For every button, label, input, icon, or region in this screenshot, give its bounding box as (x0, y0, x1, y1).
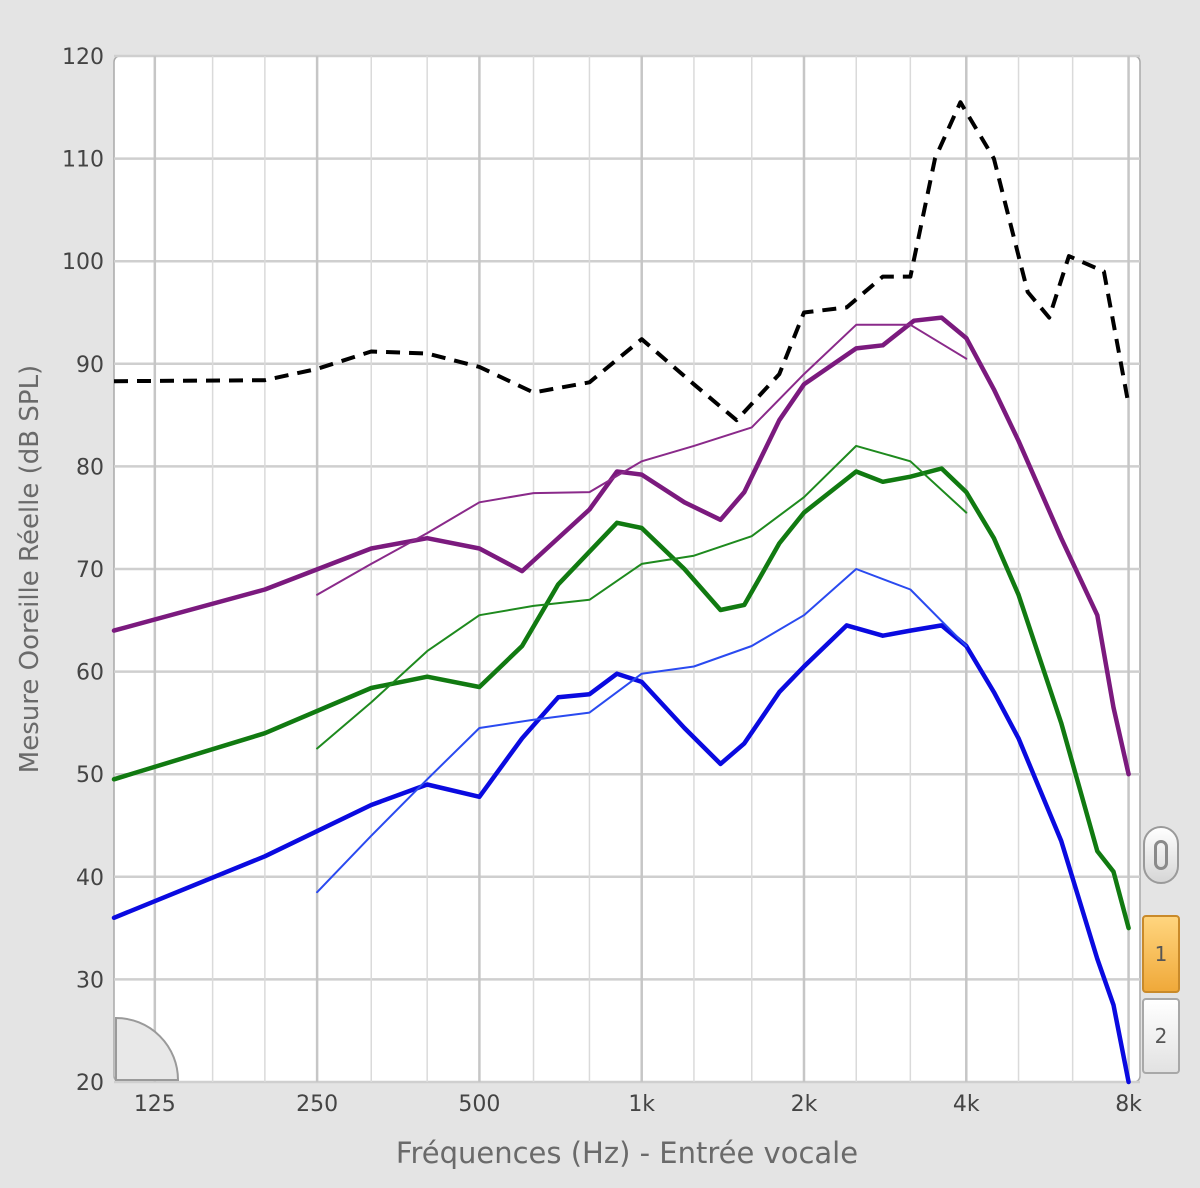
series-line-6 (111, 623, 1131, 1085)
y-tick-label: 110 (62, 148, 104, 173)
y-tick-label: 40 (76, 866, 104, 891)
y-tick-label: 90 (76, 353, 104, 378)
series-line-2 (111, 315, 1131, 777)
y-tick-label: 100 (62, 250, 104, 275)
series-line-3 (316, 323, 968, 596)
series-line-4 (111, 466, 1131, 931)
page-1-button[interactable]: 1 (1142, 915, 1180, 993)
series-line-7 (316, 568, 968, 894)
y-tick-label: 50 (76, 763, 104, 788)
y-tick-label: 20 (76, 1071, 104, 1096)
x-axis-title: Fréquences (Hz) - Entrée vocale (396, 1136, 858, 1170)
x-tick-label: 2k (791, 1092, 818, 1117)
series-line-1 (113, 100, 1131, 423)
grid-lines (114, 54, 1140, 1084)
y-axis-title: Mesure Ooreille Réelle (dB SPL) (15, 365, 45, 773)
series-layer (111, 100, 1131, 1085)
y-tick-label: 70 (76, 558, 104, 583)
y-tick-label: 60 (76, 661, 104, 686)
y-axis-ticks: 20 30 40 50 60 70 80 90 100 110 120 (62, 45, 104, 1096)
y-tick-label: 30 (76, 968, 104, 993)
x-tick-label: 1k (628, 1092, 655, 1117)
link-toggle-button[interactable] (1143, 826, 1179, 884)
x-tick-label: 4k (953, 1092, 980, 1117)
series-line-5 (316, 444, 968, 750)
chain-link-icon (1154, 840, 1168, 870)
x-axis-ticks: 125 250 500 1k 2k 4k 8k (134, 1092, 1142, 1117)
y-tick-label: 120 (62, 45, 104, 70)
x-tick-label: 500 (458, 1092, 500, 1117)
x-tick-label: 250 (296, 1092, 338, 1117)
quarter-circle-handle-icon[interactable] (115, 1016, 180, 1081)
x-tick-label: 8k (1115, 1092, 1142, 1117)
page-2-button[interactable]: 2 (1142, 998, 1180, 1074)
x-tick-label: 125 (134, 1092, 176, 1117)
y-tick-label: 80 (76, 455, 104, 480)
